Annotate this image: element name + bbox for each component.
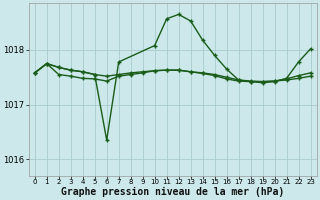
X-axis label: Graphe pression niveau de la mer (hPa): Graphe pression niveau de la mer (hPa) [61,186,284,197]
